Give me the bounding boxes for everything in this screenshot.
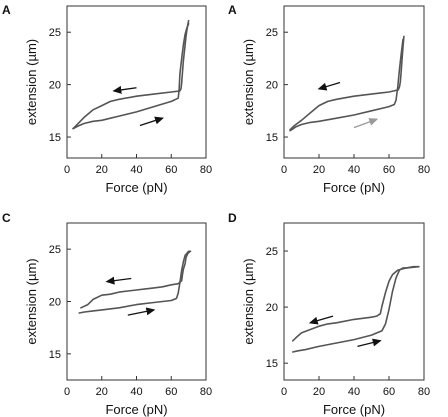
- x-tick-label: 20: [96, 164, 108, 176]
- x-tick-label: 40: [130, 164, 142, 176]
- direction-arrow: [308, 315, 334, 325]
- chart-panel-1: 0 20 40 60 80 15 20 25 Force (pN) extension (µm): [24, 5, 212, 195]
- direction-arrow: [127, 307, 156, 316]
- chart-panel-2: 0 20 40 60 80 15 20 25 Force (pN) extension (µm): [241, 5, 430, 195]
- stretch-curve: [289, 38, 404, 132]
- x-tick-label: 20: [96, 386, 108, 398]
- x-tick-label: 80: [200, 164, 212, 176]
- y-tick-label: 20: [49, 297, 61, 309]
- plot-frame: [66, 222, 207, 381]
- direction-arrow: [105, 276, 132, 285]
- direction-arrow: [112, 85, 137, 94]
- relax-curve: [80, 250, 192, 309]
- x-axis-label: Force (pN): [105, 402, 167, 417]
- x-tick-label: 40: [348, 164, 360, 176]
- x-tick-label: 20: [313, 164, 325, 176]
- y-tick-label: 25: [266, 246, 278, 258]
- plot-frame: [66, 5, 207, 159]
- x-tick-label: 60: [383, 386, 395, 398]
- y-tick-label: 15: [266, 132, 278, 144]
- y-axis-label: extension (µm): [24, 39, 39, 125]
- x-tick-label: 80: [200, 386, 212, 398]
- y-tick-label: 20: [49, 80, 61, 92]
- relax-curve: [291, 265, 420, 342]
- y-tick-label: 20: [266, 80, 278, 92]
- y-axis-label: extension (µm): [241, 39, 256, 125]
- relax-curve: [289, 35, 405, 131]
- x-axis-label: Force (pN): [323, 180, 385, 195]
- x-tick-label: 40: [130, 386, 142, 398]
- y-tick-label: 15: [49, 132, 61, 144]
- x-tick-label: 80: [418, 164, 430, 176]
- direction-arrow: [357, 338, 382, 347]
- y-tick-label: 25: [266, 27, 278, 39]
- x-tick-label: 60: [165, 164, 177, 176]
- panel-label-4: D: [228, 211, 237, 225]
- stretch-curve: [291, 265, 420, 353]
- panel-label-2: A: [228, 3, 237, 17]
- plot-frame: [283, 222, 425, 381]
- x-tick-label: 0: [281, 164, 287, 176]
- y-tick-label: 15: [49, 349, 61, 361]
- plot-frame: [283, 5, 425, 159]
- x-tick-label: 0: [64, 164, 70, 176]
- x-tick-label: 0: [281, 386, 287, 398]
- x-axis-label: Force (pN): [105, 180, 167, 195]
- x-tick-label: 0: [64, 386, 70, 398]
- y-tick-label: 25: [49, 244, 61, 256]
- direction-arrow: [139, 116, 164, 127]
- x-tick-label: 40: [348, 386, 360, 398]
- panel-label-1: A: [2, 3, 11, 17]
- x-tick-label: 60: [383, 164, 395, 176]
- direction-arrow: [353, 118, 379, 129]
- stretch-curve: [78, 250, 192, 314]
- y-tick-label: 25: [49, 27, 61, 39]
- relax-curve: [72, 19, 190, 130]
- panel-label-3: C: [2, 211, 11, 225]
- direction-arrow: [317, 81, 341, 91]
- chart-panel-4: 0 20 40 60 80 15 20 25 Force (pN) extension (µm): [241, 222, 430, 417]
- stretch-curve: [72, 22, 190, 130]
- y-axis-label: extension (µm): [241, 258, 256, 344]
- x-tick-label: 20: [313, 386, 325, 398]
- x-tick-label: 60: [165, 386, 177, 398]
- chart-panel-3: 0 20 40 60 80 15 20 25 Force (pN) extension (µm): [24, 222, 212, 417]
- x-tick-label: 80: [418, 386, 430, 398]
- y-tick-label: 20: [266, 302, 278, 314]
- y-axis-label: extension (µm): [24, 258, 39, 344]
- x-axis-label: Force (pN): [323, 402, 385, 417]
- y-tick-label: 15: [266, 358, 278, 370]
